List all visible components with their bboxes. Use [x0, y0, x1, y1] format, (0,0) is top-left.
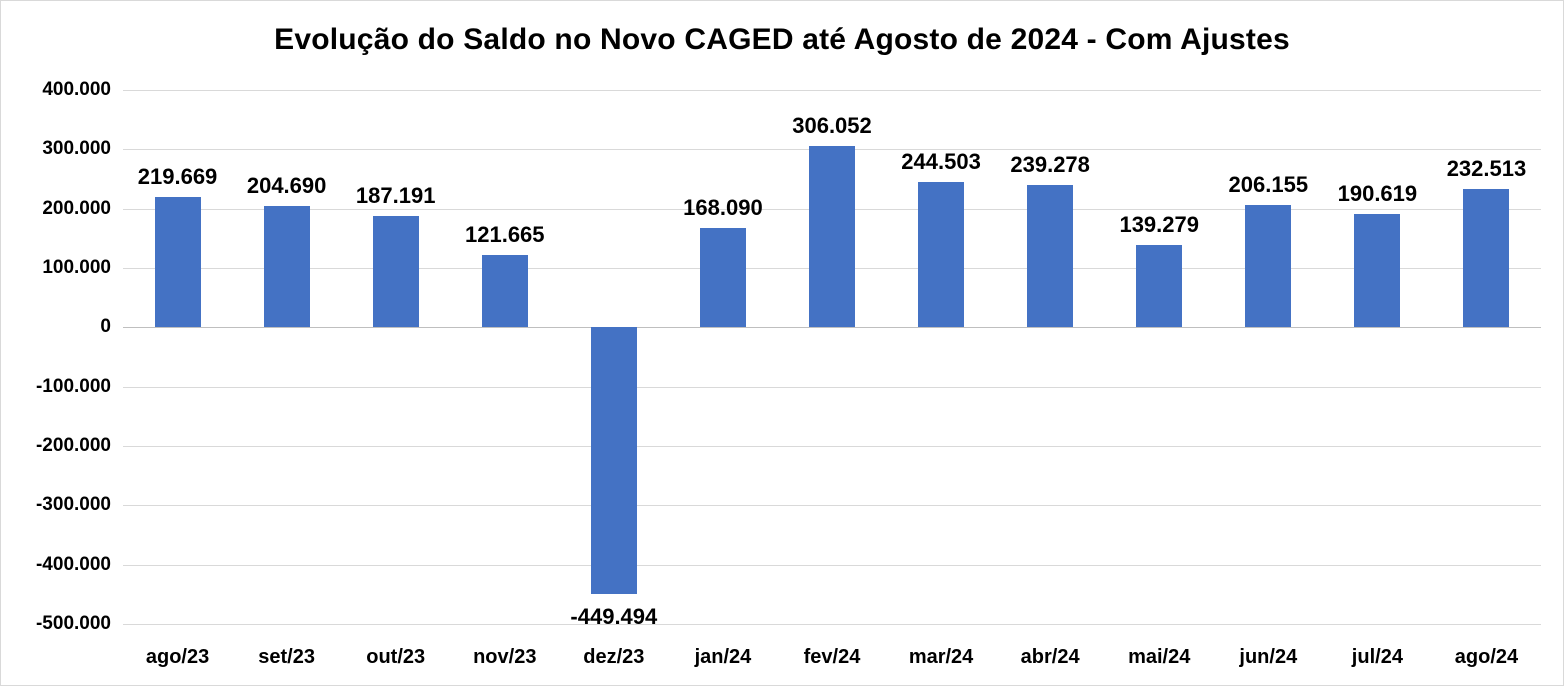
data-label: 190.619	[1337, 181, 1418, 207]
x-tick-label: set/23	[258, 646, 315, 668]
x-tick-label: jun/24	[1239, 646, 1298, 668]
y-tick-label: -500.000	[35, 613, 111, 634]
gridline	[123, 386, 1541, 388]
data-label: 168.090	[683, 194, 763, 220]
data-label: 204.690	[246, 172, 327, 198]
bar	[1245, 205, 1292, 328]
x-axis: ago/23 set/23 out/23 nov/23 dez/23 jan/24 fev/…	[123, 646, 1541, 676]
bar	[372, 216, 419, 328]
gridline	[123, 90, 1541, 91]
plot-area: 219.669 204.690 187.191 121.665 -449.494 168.…	[123, 90, 1541, 629]
x-tick-label: ago/24	[1454, 646, 1519, 668]
bar	[263, 205, 310, 328]
bar	[809, 145, 855, 328]
data-label: 244.503	[901, 149, 981, 175]
x-tick-label: dez/23	[583, 646, 645, 668]
data-label: 206.155	[1228, 172, 1309, 197]
bar	[1136, 244, 1183, 328]
x-tick-label: out/23	[366, 646, 426, 668]
y-tick-label: -400.000	[35, 553, 111, 575]
bar	[1027, 185, 1074, 328]
y-tick-label: 100.000	[42, 257, 111, 278]
bar	[481, 255, 528, 328]
chart-title: Evolução do Saldo no Novo CAGED até Agos…	[274, 23, 1290, 56]
data-label: 187.191	[355, 183, 436, 209]
y-axis: 400.000 300.000 200.000 100.000 0 -100.000 -20…	[1, 79, 111, 634]
x-tick-label: mar/24	[908, 646, 974, 668]
y-tick-label: 200.000	[42, 197, 111, 219]
data-label: 219.669	[137, 163, 218, 189]
y-tick-label: 300.000	[42, 138, 111, 160]
y-tick-label: 0	[100, 316, 111, 338]
x-tick-label: ago/23	[145, 646, 210, 668]
bar	[154, 196, 201, 328]
data-label: 239.278	[1010, 152, 1090, 178]
x-tick-label: jul/24	[1351, 646, 1403, 668]
y-tick-label: -100.000	[35, 375, 111, 397]
gridline	[123, 505, 1541, 507]
x-tick-label: mai/24	[1128, 646, 1191, 668]
data-label: 232.513	[1446, 156, 1527, 182]
gridline	[123, 624, 1541, 625]
data-label: 139.279	[1119, 211, 1199, 237]
data-label: 121.665	[465, 222, 545, 248]
y-tick-label: -200.000	[35, 435, 111, 456]
x-tick-label: abr/24	[1020, 646, 1080, 668]
data-label: 306.052	[792, 112, 872, 138]
bar	[699, 227, 746, 328]
y-tick-label: -300.000	[35, 494, 111, 516]
bar	[1354, 214, 1401, 328]
bar	[590, 327, 637, 595]
y-tick-label: 400.000	[42, 79, 111, 100]
zero-axis-line	[123, 327, 1541, 329]
bar	[1463, 189, 1510, 328]
gridline	[123, 446, 1541, 447]
bar	[918, 182, 965, 328]
x-tick-label: nov/23	[473, 646, 537, 668]
gridline	[123, 564, 1541, 566]
data-label: -449.494	[570, 604, 658, 630]
x-tick-label: fev/24	[803, 646, 861, 668]
x-tick-label: jan/24	[694, 646, 752, 668]
